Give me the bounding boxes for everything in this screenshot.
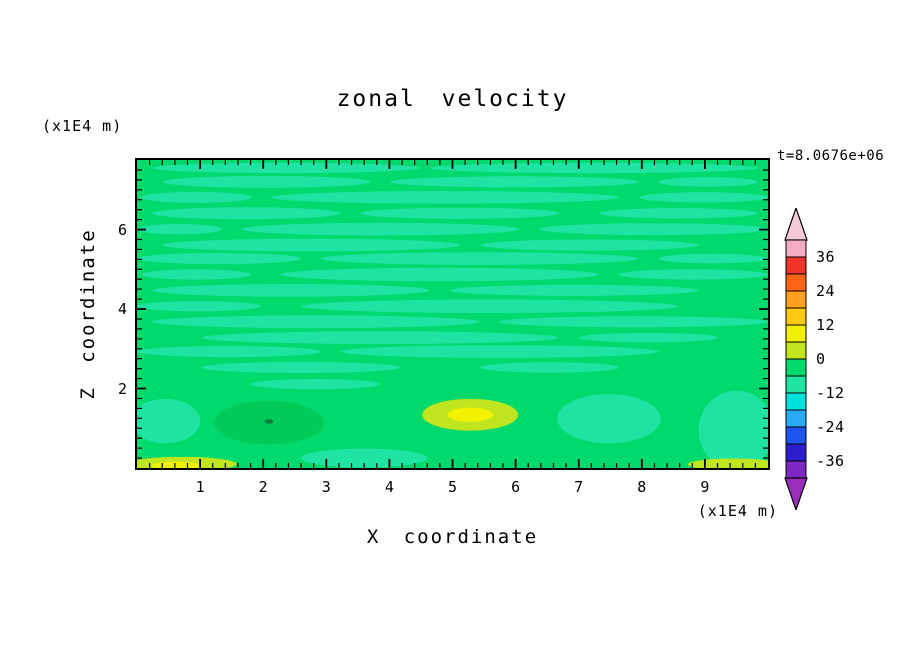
plot-area <box>135 158 770 470</box>
colorbar-tick-label: 24 <box>816 282 836 300</box>
x-tick-label: 6 <box>511 478 521 496</box>
x-tick-label: 9 <box>700 478 710 496</box>
y-tick-label: 4 <box>117 300 127 319</box>
x-tick-label: 7 <box>574 478 584 496</box>
x-axis-unit-label: (x1E4 m) <box>697 502 778 520</box>
x-tick-label: 5 <box>447 478 458 496</box>
colorbar-tick-label: -12 <box>816 384 845 402</box>
y-tick-label: 2 <box>117 379 127 398</box>
x-axis-title: X coordinate <box>366 526 539 548</box>
x-tick-label: 8 <box>637 478 647 496</box>
time-annotation: t=8.0676e+06 <box>777 148 885 164</box>
colorbar-tick-label: -24 <box>816 418 845 436</box>
y-axis-title: Z coordinate <box>77 228 99 400</box>
chart-title: zonal velocity <box>336 86 569 112</box>
x-tick-label: 4 <box>384 478 394 496</box>
colorbar-tick-label: 36 <box>816 248 836 266</box>
contour-field <box>137 160 768 468</box>
colorbar-tick-label: 12 <box>816 316 836 334</box>
y-axis-unit-label: (x1E4 m) <box>42 117 123 135</box>
x-tick-label: 2 <box>258 478 268 496</box>
colorbar <box>784 208 808 510</box>
colorbar-tick-label: -36 <box>816 452 845 470</box>
x-tick-label: 1 <box>195 478 205 496</box>
x-tick-label: 3 <box>321 478 331 496</box>
colorbar-tick-label: 0 <box>816 350 826 368</box>
y-tick-label: 6 <box>117 220 127 239</box>
colorbar-scale <box>784 208 808 510</box>
